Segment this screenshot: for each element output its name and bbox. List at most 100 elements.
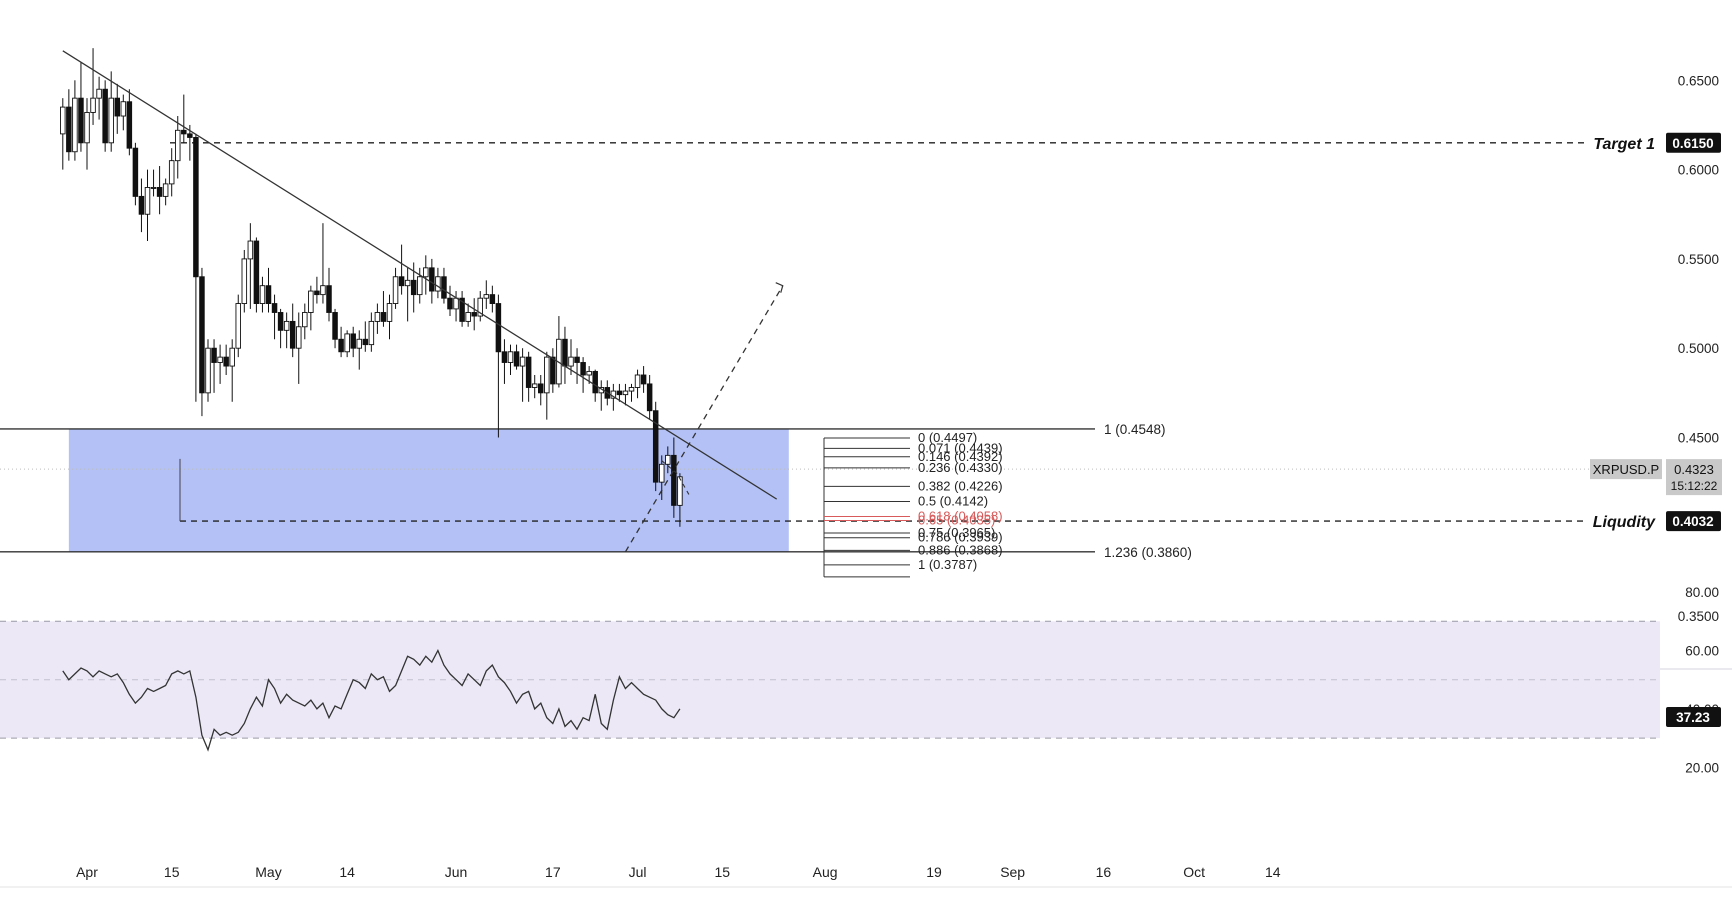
- candle[interactable]: [144, 169, 151, 242]
- candle[interactable]: [90, 48, 96, 125]
- projection-arrow[interactable]: [624, 285, 784, 553]
- candle[interactable]: [235, 294, 241, 358]
- candle[interactable]: [211, 339, 217, 393]
- candle[interactable]: [283, 312, 290, 349]
- candle[interactable]: [392, 267, 399, 309]
- price-pane[interactable]: 1 (0.4548) 1.236 (0.3860) 0 (0.4497)0.071 …: [0, 48, 1722, 666]
- candle[interactable]: [332, 308, 338, 349]
- candle[interactable]: [217, 344, 223, 384]
- candle[interactable]: [374, 303, 381, 334]
- candle[interactable]: [659, 455, 665, 501]
- candle[interactable]: [465, 303, 471, 327]
- candle[interactable]: [477, 291, 484, 322]
- candle[interactable]: [168, 148, 175, 197]
- candle[interactable]: [229, 339, 235, 402]
- candle[interactable]: [289, 303, 296, 358]
- candle[interactable]: [132, 142, 139, 206]
- candle[interactable]: [138, 178, 145, 233]
- candle[interactable]: [241, 249, 248, 313]
- candle[interactable]: [350, 326, 356, 358]
- candle[interactable]: [398, 244, 405, 295]
- candle[interactable]: [501, 339, 508, 384]
- candle[interactable]: [665, 446, 671, 474]
- candle[interactable]: [622, 383, 629, 406]
- rsi-line[interactable]: [62, 648, 681, 752]
- candle[interactable]: [308, 285, 314, 331]
- candle[interactable]: [652, 401, 659, 492]
- candle[interactable]: [72, 80, 78, 161]
- candle[interactable]: [404, 267, 411, 322]
- candle[interactable]: [314, 276, 320, 304]
- candle[interactable]: [302, 303, 308, 340]
- candle[interactable]: [380, 291, 387, 327]
- candle[interactable]: [199, 267, 205, 417]
- candle[interactable]: [150, 169, 157, 197]
- candle[interactable]: [550, 348, 556, 393]
- candle[interactable]: [277, 308, 284, 349]
- candle[interactable]: [483, 280, 490, 309]
- candle[interactable]: [513, 344, 520, 370]
- candle[interactable]: [102, 80, 108, 152]
- candle[interactable]: [247, 223, 254, 309]
- candle[interactable]: [538, 374, 544, 406]
- candle[interactable]: [435, 267, 441, 299]
- candle[interactable]: [489, 285, 496, 313]
- candle[interactable]: [326, 267, 332, 322]
- candle[interactable]: [338, 326, 344, 358]
- candle[interactable]: [356, 330, 363, 370]
- candle[interactable]: [447, 285, 453, 317]
- candle[interactable]: [126, 89, 133, 156]
- candle[interactable]: [677, 473, 683, 527]
- candle[interactable]: [193, 133, 199, 402]
- candle[interactable]: [108, 71, 114, 152]
- descending-trendline[interactable]: [62, 50, 778, 500]
- candle[interactable]: [265, 267, 272, 313]
- candle[interactable]: [174, 116, 181, 179]
- candle[interactable]: [296, 312, 302, 384]
- candle[interactable]: [362, 321, 369, 352]
- candle[interactable]: [181, 94, 187, 143]
- candle[interactable]: [84, 98, 90, 170]
- candle[interactable]: [386, 294, 393, 340]
- demand-zone[interactable]: [68, 428, 789, 552]
- candle[interactable]: [423, 255, 429, 295]
- candle[interactable]: [320, 223, 326, 304]
- candle[interactable]: [646, 374, 653, 420]
- candle[interactable]: [162, 178, 169, 206]
- candle[interactable]: [507, 344, 514, 375]
- candle[interactable]: [568, 339, 574, 375]
- candle[interactable]: [671, 437, 677, 518]
- candle[interactable]: [519, 348, 526, 402]
- candle[interactable]: [471, 298, 477, 331]
- time-axis[interactable]: Apr 15 May 14 Jun 17 Jul 15 Aug 19 Sep 16 Oct 14: [0, 864, 1732, 888]
- candle[interactable]: [628, 383, 635, 402]
- candle[interactable]: [271, 294, 278, 340]
- candle[interactable]: [259, 276, 266, 313]
- candle[interactable]: [253, 237, 260, 313]
- candle[interactable]: [574, 348, 580, 384]
- candle[interactable]: [441, 267, 447, 304]
- candle[interactable]: [531, 374, 538, 399]
- candle[interactable]: [616, 383, 623, 402]
- candle[interactable]: [78, 62, 84, 152]
- candle[interactable]: [223, 344, 229, 375]
- candle[interactable]: [525, 351, 532, 402]
- candle[interactable]: [156, 166, 163, 215]
- candle[interactable]: [459, 291, 465, 327]
- candle[interactable]: [544, 351, 550, 420]
- candle[interactable]: [368, 312, 375, 352]
- candle[interactable]: [120, 94, 127, 131]
- candle[interactable]: [580, 357, 586, 393]
- candle[interactable]: [205, 339, 211, 402]
- candle[interactable]: [96, 76, 102, 120]
- candle[interactable]: [429, 258, 435, 304]
- candle[interactable]: [114, 83, 120, 134]
- candle[interactable]: [344, 330, 350, 358]
- candle[interactable]: [417, 267, 423, 304]
- candle[interactable]: [495, 294, 502, 438]
- candle[interactable]: [640, 366, 647, 393]
- candle[interactable]: [60, 98, 66, 170]
- candle[interactable]: [634, 369, 641, 399]
